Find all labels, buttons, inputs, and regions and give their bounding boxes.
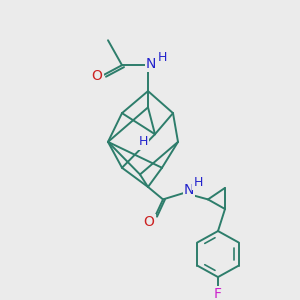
Text: H: H xyxy=(138,135,148,148)
Text: O: O xyxy=(92,69,102,83)
Text: F: F xyxy=(214,287,222,300)
Text: O: O xyxy=(144,215,154,230)
Text: H: H xyxy=(193,176,203,189)
Text: N: N xyxy=(146,57,156,71)
Text: H: H xyxy=(157,51,167,64)
Text: N: N xyxy=(184,183,194,197)
